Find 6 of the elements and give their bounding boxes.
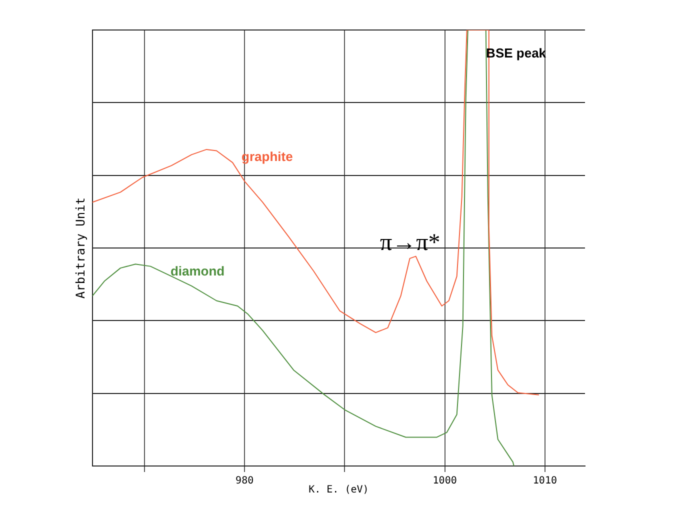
x-tick-label: 1010: [532, 476, 557, 487]
y-axis-title: Arbitrary Unit: [73, 197, 88, 299]
x-tick-label: 1000: [432, 476, 457, 487]
series-label: diamond: [170, 264, 225, 279]
x-tick-label: 980: [236, 476, 254, 487]
x-axis-title: K. E. (eV): [308, 484, 369, 496]
